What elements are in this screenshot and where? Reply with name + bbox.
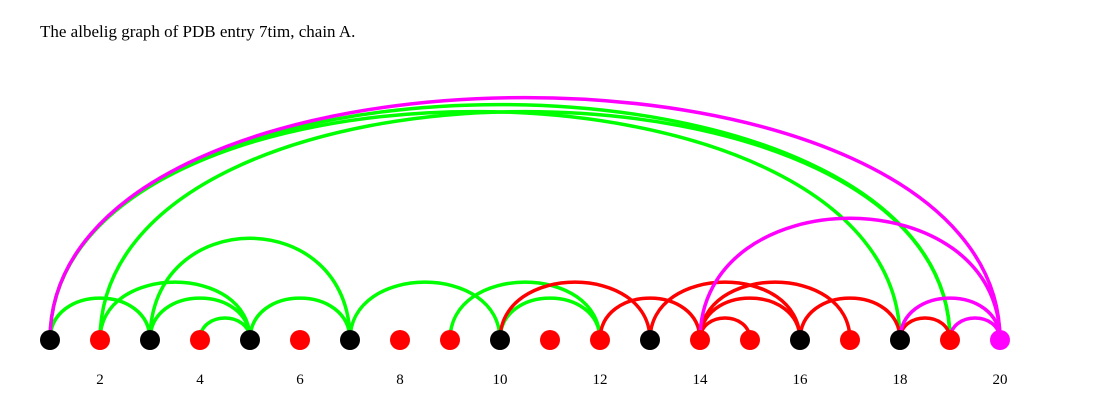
node-1 — [40, 330, 60, 350]
tick-label-4: 4 — [196, 372, 204, 388]
tick-label-10: 10 — [493, 372, 508, 388]
graph-title: The albelig graph of PDB entry 7tim, cha… — [40, 22, 356, 41]
node-14 — [690, 330, 710, 350]
node-16 — [790, 330, 810, 350]
edge-1-3 — [48, 296, 152, 341]
tick-label-layer: 2 4 6 8 10 12 14 16 18 20 — [96, 372, 1007, 388]
edge-14-20 — [698, 216, 1002, 341]
edge-layer — [48, 95, 1002, 341]
tick-label-6: 6 — [296, 372, 304, 388]
tick-label-2: 2 — [96, 372, 104, 388]
tick-label-12: 12 — [593, 372, 608, 388]
node-10 — [490, 330, 510, 350]
node-13 — [640, 330, 660, 350]
node-8 — [390, 330, 410, 350]
node-3 — [140, 330, 160, 350]
edge-3-7 — [148, 236, 352, 341]
edge-7-10 — [348, 280, 502, 341]
edge-9-12 — [448, 280, 602, 341]
edge-14-17 — [698, 280, 852, 341]
edge-5-7 — [248, 296, 352, 341]
node-15 — [740, 330, 760, 350]
node-4 — [190, 330, 210, 350]
node-20 — [990, 330, 1010, 350]
node-7 — [340, 330, 360, 350]
edge-18-20 — [898, 296, 1002, 341]
tick-label-14: 14 — [693, 372, 709, 388]
edge-10-13 — [498, 280, 652, 341]
edge-1-18 — [48, 109, 902, 341]
node-17 — [840, 330, 860, 350]
edge-1-20 — [48, 95, 1002, 341]
tick-label-16: 16 — [793, 372, 809, 388]
tick-label-8: 8 — [396, 372, 404, 388]
node-6 — [290, 330, 310, 350]
edge-13-16 — [648, 280, 802, 341]
edge-3-5 — [148, 296, 252, 341]
node-18 — [890, 330, 910, 350]
edge-16-18 — [798, 296, 902, 341]
tick-label-18: 18 — [893, 372, 908, 388]
node-layer — [40, 330, 1010, 350]
tick-label-20: 20 — [993, 372, 1008, 388]
node-19 — [940, 330, 960, 350]
node-5 — [240, 330, 260, 350]
node-11 — [540, 330, 560, 350]
edge-2-5 — [98, 280, 252, 341]
node-9 — [440, 330, 460, 350]
node-12 — [590, 330, 610, 350]
edge-12-14 — [598, 296, 702, 341]
node-2 — [90, 330, 110, 350]
